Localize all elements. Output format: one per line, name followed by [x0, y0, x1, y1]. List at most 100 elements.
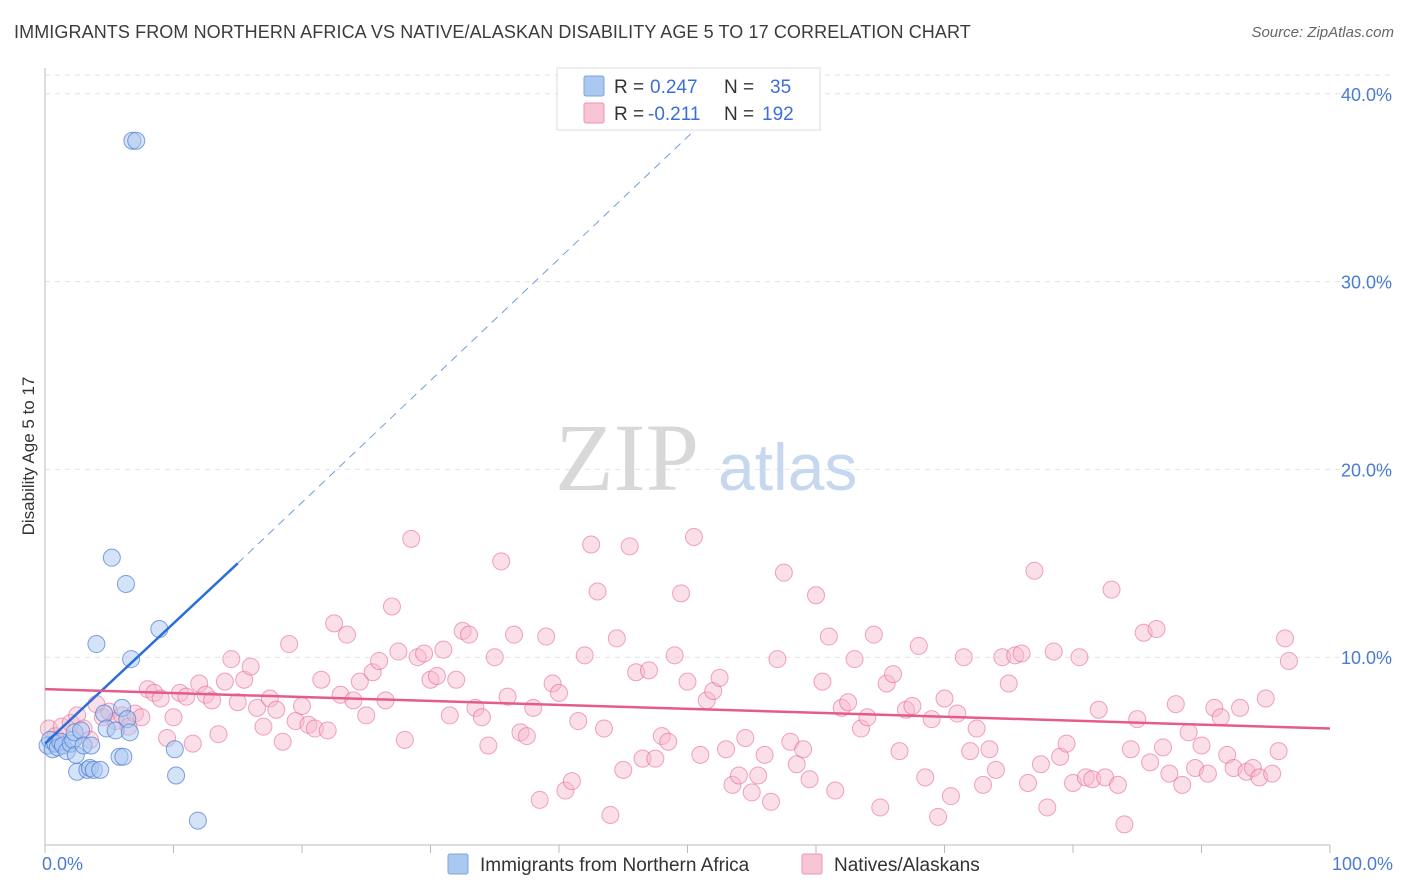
natives-point	[434, 640, 453, 659]
natives-point	[312, 670, 331, 689]
natives-point	[267, 700, 286, 719]
natives-point	[961, 742, 980, 761]
natives-point	[884, 665, 903, 684]
natives-point	[941, 787, 960, 806]
natives-point	[1166, 695, 1185, 714]
natives-point	[517, 727, 536, 746]
natives-point	[479, 736, 498, 755]
natives-point	[395, 730, 414, 749]
natives-point	[222, 650, 241, 669]
natives-point	[1057, 734, 1076, 753]
natives-point	[183, 734, 202, 753]
watermark: ZIP atlas	[555, 404, 857, 511]
natives-point	[1070, 648, 1089, 667]
natives-point	[877, 674, 896, 693]
natives-point	[215, 672, 234, 691]
bottom-legend-swatch-blue	[447, 853, 469, 875]
natives-point	[588, 582, 607, 601]
immigrants-trend-line	[44, 562, 239, 745]
natives-point	[1153, 738, 1172, 757]
natives-point	[1269, 742, 1288, 761]
natives-point	[903, 697, 922, 716]
legend-box: R = 0.247 N = 35 R = -0.211 N = 192	[556, 67, 821, 131]
natives-point	[787, 755, 806, 774]
natives-point	[1263, 764, 1282, 783]
immigrants-trend-extension	[237, 112, 714, 564]
natives-point	[363, 663, 382, 682]
natives-point	[620, 537, 639, 556]
natives-point	[1141, 753, 1160, 772]
natives-point	[1115, 815, 1134, 834]
series-immigrants-points	[38, 131, 207, 830]
natives-point	[1179, 723, 1198, 742]
natives-point	[1211, 708, 1230, 727]
natives-point	[1160, 764, 1179, 783]
immigrants-point	[188, 811, 207, 830]
natives-point	[736, 728, 755, 747]
legend-n-label-2: N =	[724, 104, 754, 125]
y-tick-label-0: 10.0%	[1341, 648, 1392, 668]
natives-point	[569, 712, 588, 731]
natives-point	[1256, 689, 1275, 708]
natives-point	[177, 687, 196, 706]
natives-point	[472, 708, 491, 727]
y-tick-label-1: 20.0%	[1341, 460, 1392, 480]
natives-point	[729, 766, 748, 785]
natives-point	[851, 719, 870, 738]
natives-point	[1006, 646, 1025, 665]
natives-point	[986, 760, 1005, 779]
immigrants-point	[116, 574, 135, 593]
natives-point	[427, 666, 446, 685]
natives-point	[543, 674, 562, 693]
natives-point	[800, 770, 819, 789]
natives-point	[492, 552, 511, 571]
natives-point	[691, 745, 710, 764]
bottom-legend-label-1: Immigrants from Northern Africa	[480, 855, 750, 876]
natives-point	[241, 657, 260, 676]
natives-point	[762, 792, 781, 811]
natives-point	[864, 625, 883, 644]
legend-r-label-1: R =	[614, 77, 644, 98]
natives-point	[254, 717, 273, 736]
immigrants-point	[82, 736, 101, 755]
immigrants-point	[120, 723, 139, 742]
natives-point	[460, 625, 479, 644]
natives-point	[209, 725, 228, 744]
natives-point	[582, 535, 601, 554]
natives-point	[890, 742, 909, 761]
natives-point	[813, 672, 832, 691]
legend-swatch-pink	[583, 102, 605, 124]
natives-point	[999, 674, 1018, 693]
legend-n-label-1: N =	[724, 77, 754, 98]
natives-point	[974, 775, 993, 794]
natives-point	[190, 674, 209, 693]
natives-point	[871, 798, 890, 817]
natives-point	[909, 636, 928, 655]
natives-point	[678, 672, 697, 691]
natives-point	[1012, 644, 1031, 663]
natives-point	[415, 644, 434, 663]
trend-lines	[44, 112, 1331, 745]
natives-point	[710, 668, 729, 687]
immigrants-point	[122, 650, 141, 669]
natives-point	[1173, 775, 1192, 794]
natives-point	[646, 749, 665, 768]
grid-lines	[45, 74, 1392, 658]
natives-point	[922, 710, 941, 729]
natives-point	[164, 708, 183, 727]
watermark-atlas: atlas	[718, 430, 857, 504]
natives-point	[575, 646, 594, 665]
y-tick-label-3: 40.0%	[1341, 85, 1392, 105]
natives-point	[344, 691, 363, 710]
legend-r-value-1: 0.247	[650, 77, 698, 98]
natives-point	[1025, 561, 1044, 580]
natives-point	[337, 625, 356, 644]
natives-point	[325, 614, 344, 633]
natives-point	[839, 693, 858, 712]
legend-swatch-blue	[583, 75, 605, 97]
natives-point	[1192, 736, 1211, 755]
natives-point	[607, 629, 626, 648]
natives-point	[742, 783, 761, 802]
bottom-legend-label-2: Natives/Alaskans	[834, 855, 980, 876]
